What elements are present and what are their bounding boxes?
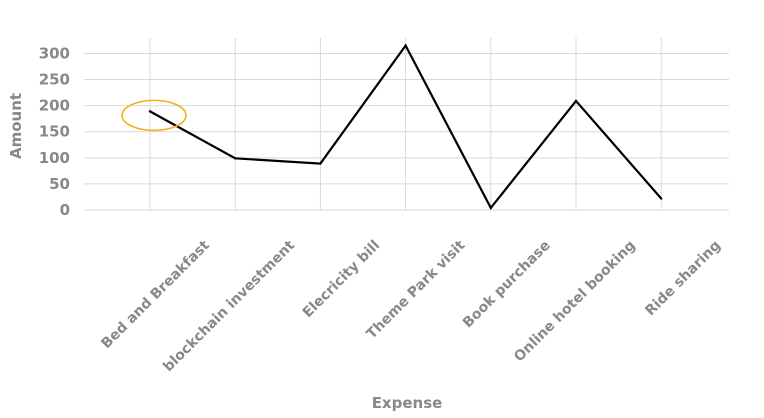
- series-layer: [148, 43, 663, 210]
- y-tick-label: 200: [39, 97, 70, 115]
- x-axis-title: Expense: [372, 394, 443, 412]
- y-tick-label: 250: [39, 71, 70, 89]
- highlight-ellipse: [121, 99, 187, 132]
- data-point: [574, 99, 578, 103]
- x-tick-label: Elecricity bill: [300, 238, 383, 321]
- x-tick-label: Theme Park visit: [364, 237, 469, 342]
- data-point: [404, 44, 407, 47]
- x-tick-label: Book purchase: [460, 238, 554, 332]
- y-tick-label: 150: [39, 123, 70, 141]
- y-tick-label: 100: [39, 149, 70, 167]
- y-tick-label: 0: [60, 201, 70, 219]
- y-tick-label: 300: [39, 44, 70, 62]
- data-point: [234, 157, 237, 160]
- data-point: [148, 110, 152, 113]
- data-point: [660, 197, 663, 200]
- grid: [84, 38, 729, 211]
- data-point: [489, 206, 492, 210]
- x-tick-label: Ride sharing: [642, 238, 724, 320]
- y-axis-title: Amount: [7, 93, 25, 159]
- data-point: [319, 162, 322, 165]
- annotation-layer: [121, 99, 187, 132]
- y-axis-ticks: 0 50 100 150 200 250 300: [39, 44, 70, 219]
- y-tick-label: 50: [49, 175, 70, 193]
